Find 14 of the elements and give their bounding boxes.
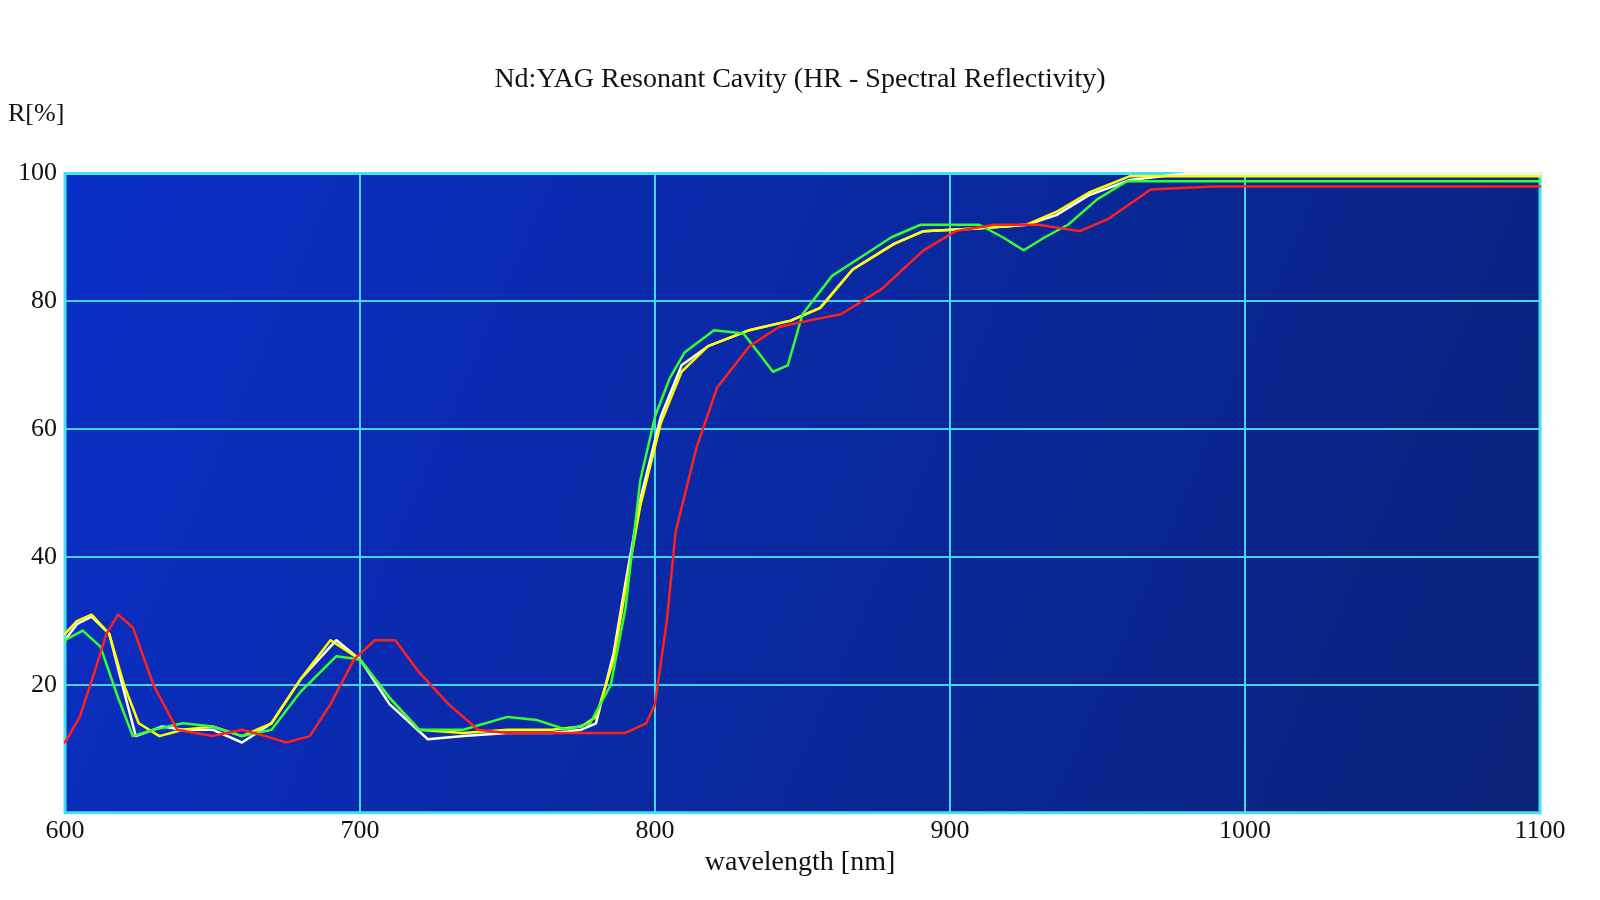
y-tick-label: 40 <box>31 540 57 570</box>
x-tick-label: 1000 <box>1219 815 1271 845</box>
y-tick-label: 100 <box>18 157 57 187</box>
y-tick-label: 80 <box>31 285 57 315</box>
y-axis-title: R[%] <box>8 98 65 128</box>
x-tick-label: 800 <box>635 815 675 845</box>
x-axis-title: wavelength [nm] <box>703 845 897 877</box>
y-tick-label: 20 <box>31 668 57 698</box>
x-tick-label: 700 <box>340 815 380 845</box>
y-tick-label: 60 <box>31 413 57 443</box>
x-tick-label: 1100 <box>1514 815 1566 845</box>
x-tick-label: 900 <box>930 815 970 845</box>
x-tick-label: 600 <box>45 815 85 845</box>
chart-title: Nd:YAG Resonant Cavity (HR - Spectral Reflectivity) <box>493 62 1107 94</box>
